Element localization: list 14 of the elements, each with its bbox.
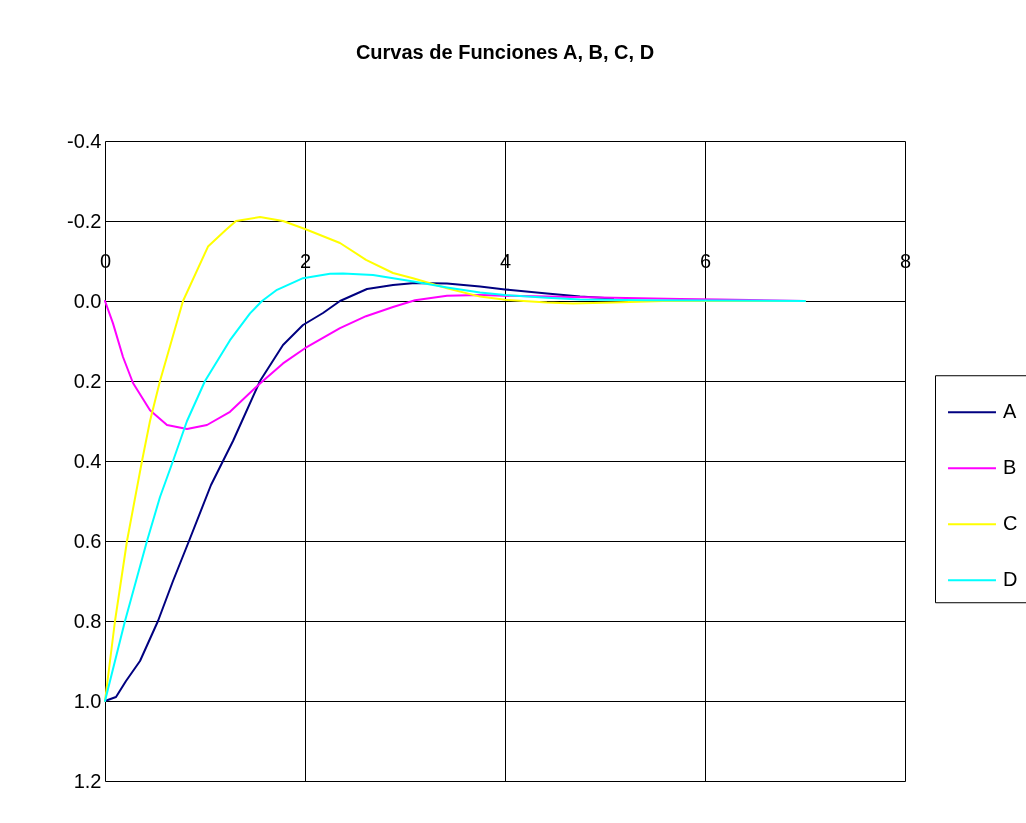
legend-label: C (1003, 512, 1018, 535)
y-tick-label: 1.2 (73, 769, 102, 792)
y-tick-label: 0.6 (73, 529, 102, 552)
y-tick-label: -0.4 (67, 129, 102, 152)
y-tick-label: 0.4 (73, 449, 102, 472)
y-tick-label: 0.2 (73, 369, 102, 392)
legend-label: D (1003, 568, 1018, 591)
y-tick-label: -0.2 (67, 209, 102, 232)
y-tick-label: 0.8 (73, 609, 102, 632)
legend-label: A (1003, 400, 1017, 423)
chart-title: Curvas de Funciones A, B, C, D (355, 41, 655, 63)
y-tick-label: 1.0 (73, 689, 102, 712)
y-tick-label: 0.0 (73, 289, 102, 312)
legend-label: B (1003, 456, 1017, 479)
